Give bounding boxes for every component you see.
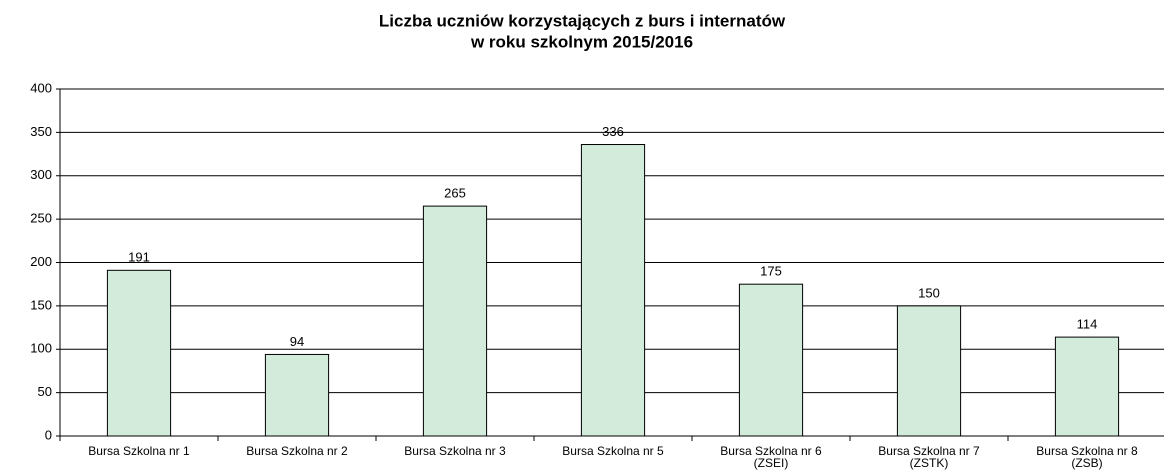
bar (738, 283, 804, 437)
x-tick-label: Bursa Szkolna nr 2 (246, 444, 348, 458)
y-tick-label: 150 (30, 297, 52, 312)
y-tick-label: 350 (30, 124, 52, 139)
chart-title: Liczba uczniów korzystających z burs i i… (379, 11, 786, 30)
value-label: 94 (290, 334, 304, 349)
value-label: 265 (444, 186, 466, 201)
value-label: 114 (1077, 317, 1098, 332)
x-tick-label: Bursa Szkolna nr 8 (ZSB) (1036, 444, 1138, 470)
value-label: 150 (918, 285, 940, 300)
bar (1054, 336, 1120, 437)
bar (580, 144, 646, 437)
bar (896, 305, 962, 437)
bar (422, 205, 488, 437)
x-tick-label: Bursa Szkolna nr 7 (ZSTK) (878, 444, 980, 470)
y-tick-label: 100 (30, 341, 52, 356)
y-tick-label: 50 (38, 384, 52, 399)
y-tick-label: 0 (45, 427, 52, 442)
y-tick-label: 250 (30, 211, 52, 226)
bar (106, 269, 172, 437)
y-tick-label: 200 (30, 254, 52, 269)
value-label: 175 (760, 264, 782, 279)
value-label: 336 (602, 124, 624, 139)
x-tick-label: Bursa Szkolna nr 3 (404, 444, 506, 458)
y-tick-label: 400 (30, 80, 52, 95)
value-label: 191 (128, 250, 150, 265)
x-tick-label: Bursa Szkolna nr 6 (ZSEI) (720, 444, 822, 470)
x-tick-label: Bursa Szkolna nr 1 (88, 444, 190, 458)
chart-title: w roku szkolnym 2015/2016 (470, 32, 693, 51)
bar (264, 353, 330, 437)
x-tick-label: Bursa Szkolna nr 5 (562, 444, 664, 458)
y-tick-label: 300 (30, 167, 52, 182)
